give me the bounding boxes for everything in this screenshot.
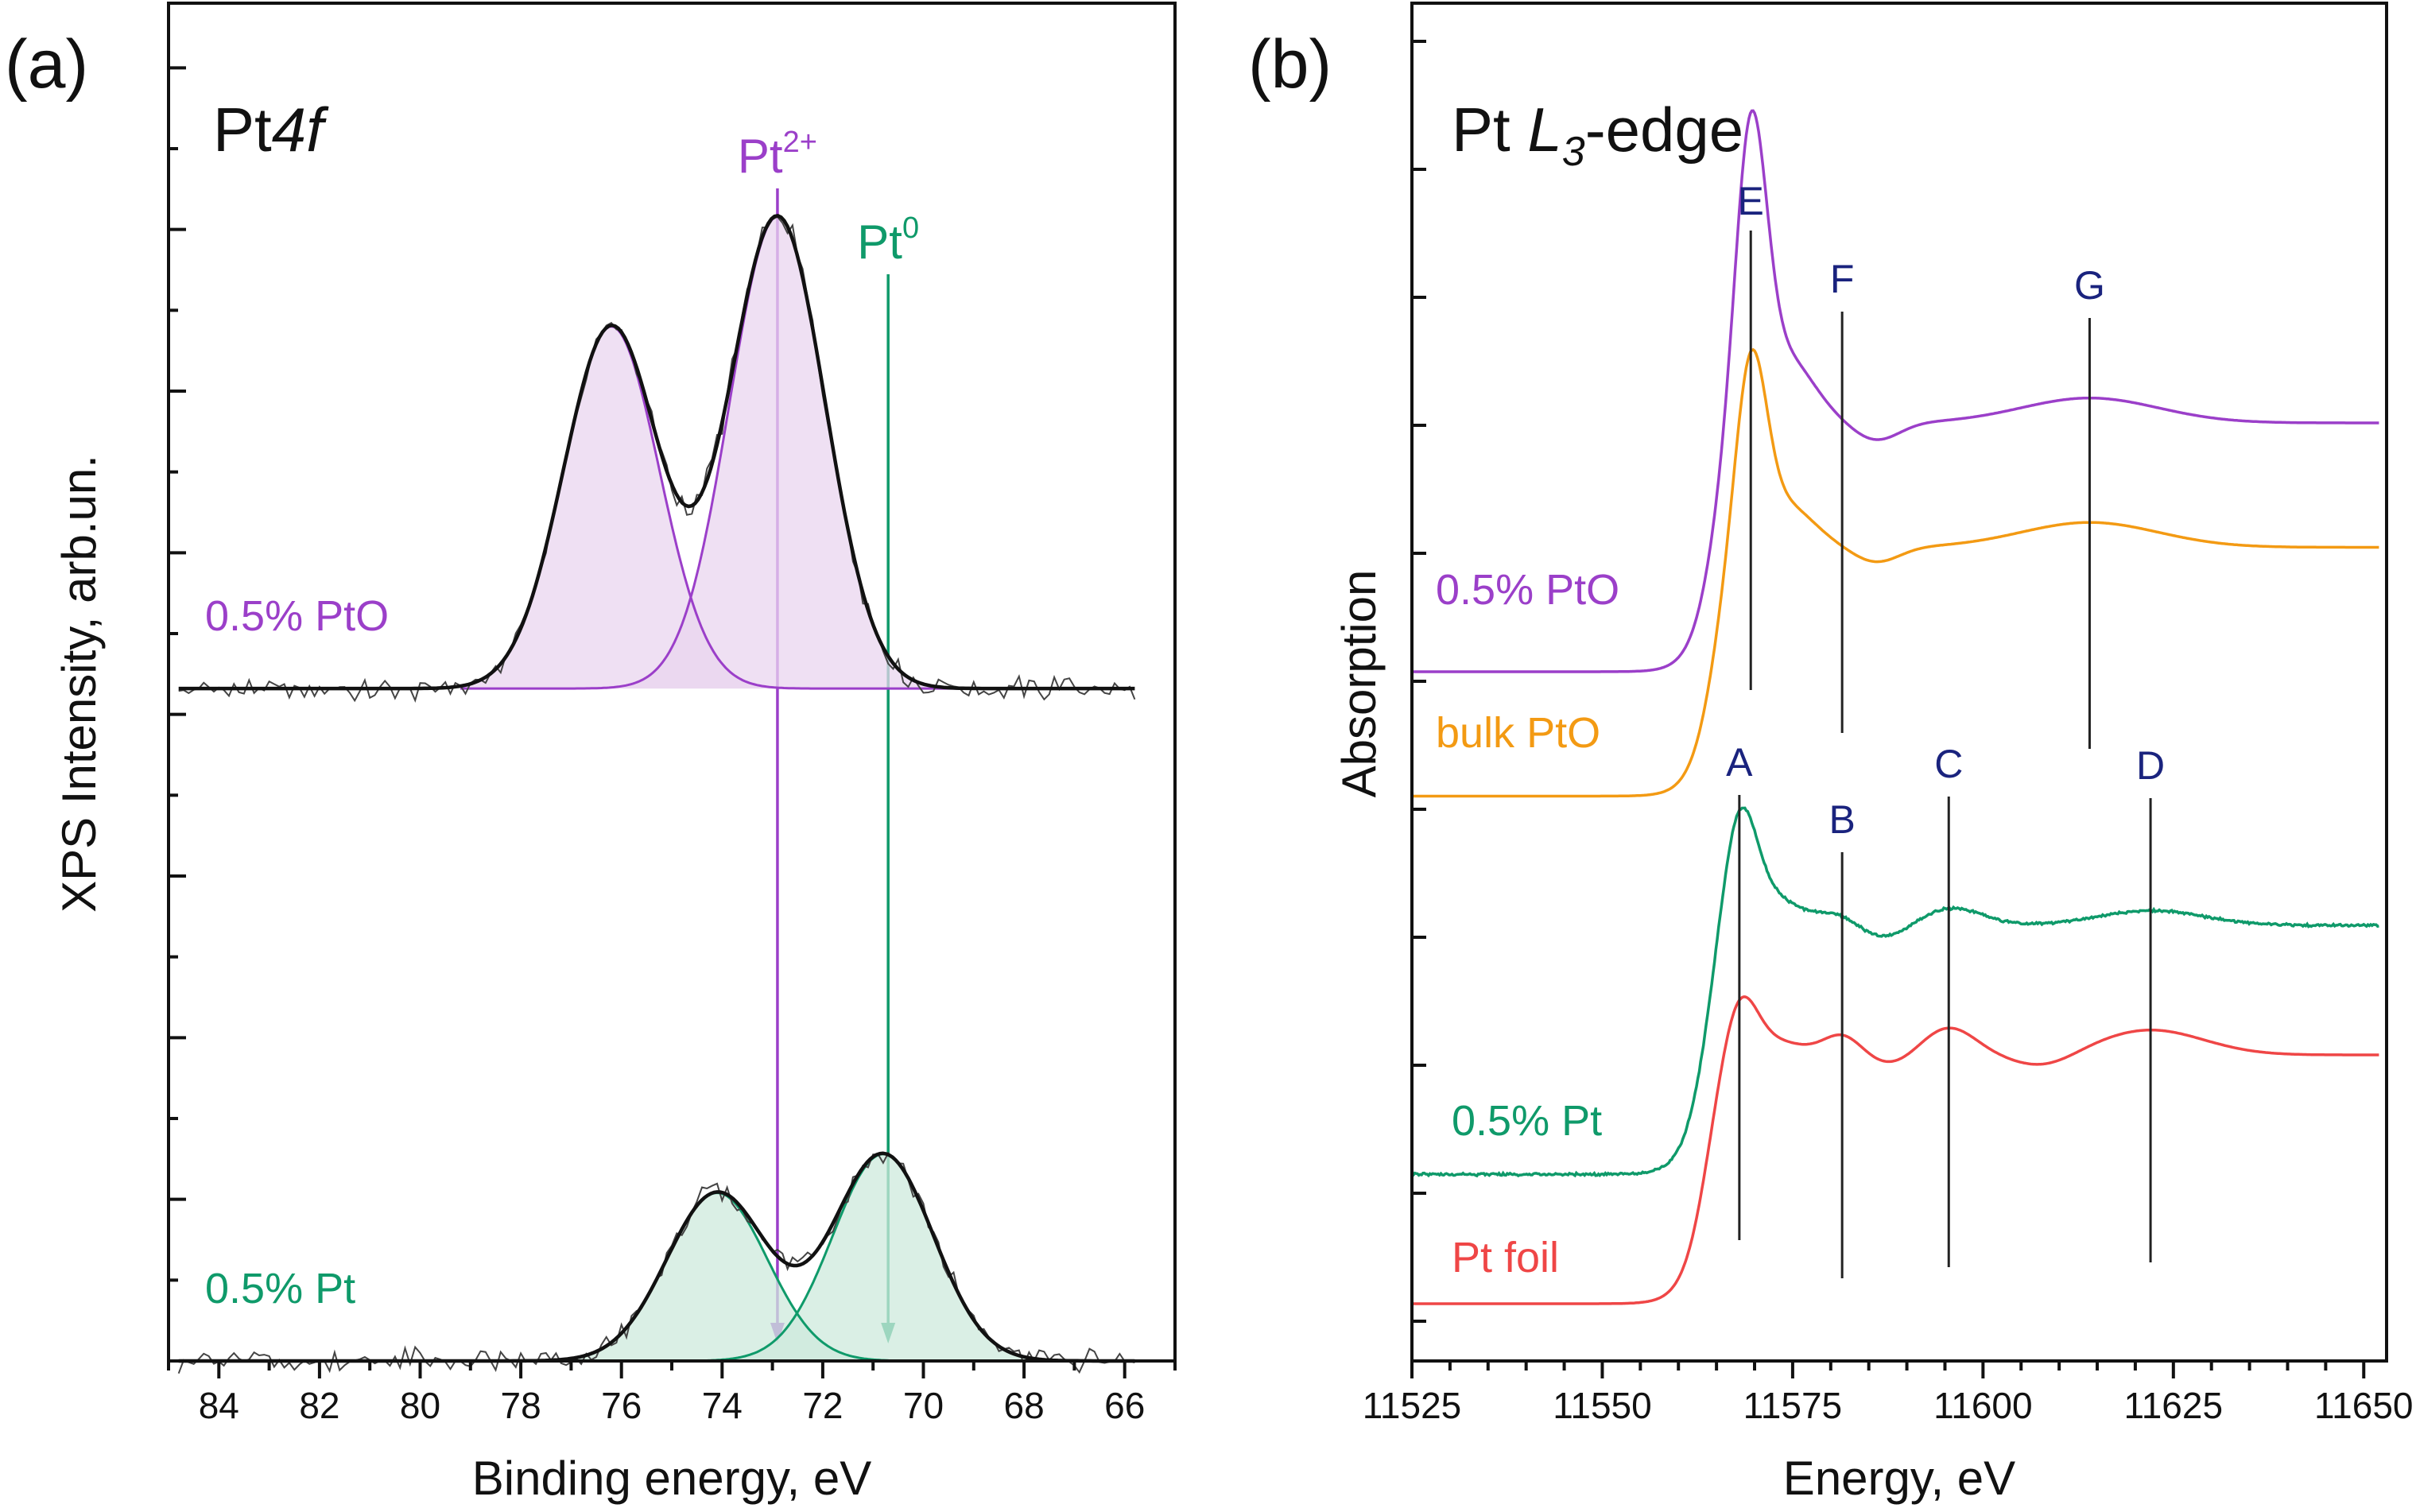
series-bulk-pto: bulk PtO — [1412, 347, 2379, 798]
x-tick-label: 11625 — [2124, 1385, 2224, 1426]
series-label-0-5-pt: 0.5% Pt — [1452, 1097, 1602, 1145]
series-0-5-pto: 0.5% PtO — [1412, 109, 2379, 673]
panel-b-xlabel: Energy, eV — [1783, 1452, 2015, 1505]
series-label-bulk-pto: bulk PtO — [1436, 709, 1600, 757]
x-tick-label: 11575 — [1743, 1385, 1843, 1426]
spectrum-line — [1412, 995, 2379, 1305]
peak-marker-c: C — [1934, 742, 1963, 1267]
x-tick-label: 70 — [903, 1385, 944, 1426]
x-tick-label: 72 — [802, 1385, 843, 1426]
panel-a-x-ticks: 84 82 80 78 76 74 72 70 68 66 — [167, 1361, 1177, 1426]
x-tick-label: 78 — [501, 1385, 541, 1426]
spectrum-line — [1412, 347, 2379, 798]
peak-marker-d: D — [2136, 743, 2165, 1262]
panel-a-ylabel: XPS Intensity, arb.un. — [52, 455, 106, 913]
x-tick-label: 82 — [299, 1385, 339, 1426]
x-tick-label: 66 — [1104, 1385, 1145, 1426]
peak-label: C — [1934, 742, 1963, 786]
reference-label: Pt2+ — [738, 126, 817, 183]
spectrum-line — [1412, 109, 2379, 673]
panel-b-series: 0.5% PtO bulk PtO 0.5% Pt Pt foil — [1411, 109, 2379, 1305]
series-0-5-pt: 0.5% Pt — [177, 1151, 1135, 1374]
peak-marker-b: B — [1828, 797, 1856, 1278]
panel-a-xlabel: Binding energy, eV — [472, 1452, 872, 1505]
panel-a-xps: (a) Pt4f Pt2+ Pt0 0.5% PtO 0.5% Pt 84 82 80 7… — [5, 2, 1177, 1505]
spectrum-line — [1411, 806, 2379, 1178]
component-fill-1 — [460, 326, 1045, 689]
component-fill-2 — [460, 1153, 1045, 1361]
reference-label: Pt0 — [857, 211, 919, 269]
x-tick-label: 84 — [199, 1385, 239, 1426]
panel-a-series: 0.5% PtO 0.5% Pt — [177, 213, 1136, 1374]
panel-b-y-ticks — [1412, 40, 1426, 1323]
series-label-0-5-pto: 0.5% PtO — [1436, 566, 1619, 614]
x-tick-label: 74 — [702, 1385, 743, 1426]
panel-b-xanes: (b) Pt L3-edge 0.5% PtO bulk PtO 0.5% Pt Pt… — [1248, 2, 2414, 1505]
panel-b-label: (b) — [1248, 26, 1332, 103]
series-label-pt-foil: Pt foil — [1452, 1234, 1559, 1281]
series-label-0-5-pt: 0.5% Pt — [205, 1265, 355, 1312]
component-fill-1 — [460, 1192, 1045, 1361]
series-0-5-pt: 0.5% Pt — [1411, 806, 2379, 1178]
panel-b-x-ticks: 11525 11550 11575 11600 11625 11650 — [1363, 1361, 2414, 1426]
series-0-5-pto: 0.5% PtO — [178, 213, 1136, 703]
peak-label: D — [2136, 743, 2165, 788]
peak-label: F — [1830, 257, 1855, 301]
panel-b-axes-frame — [1410, 2, 2388, 1363]
component-fill-2 — [460, 216, 1045, 689]
peak-label: E — [1738, 179, 1764, 223]
peak-marker-e: E — [1738, 179, 1764, 690]
peak-marker-f: F — [1830, 257, 1855, 733]
series-label-0-5-pto: 0.5% PtO — [205, 592, 389, 640]
x-tick-label: 11600 — [1933, 1385, 2033, 1426]
x-tick-label: 76 — [601, 1385, 642, 1426]
series-pt-foil: Pt foil — [1412, 995, 2379, 1305]
panel-a-y-ticks — [169, 66, 186, 1363]
panel-b-title: Pt L3-edge — [1452, 95, 1743, 175]
panel-a-title: Pt4f — [213, 95, 329, 165]
peak-marker-a: A — [1726, 740, 1753, 1240]
peak-label: G — [2074, 263, 2105, 308]
panel-b-ylabel: Absorption — [1332, 570, 1386, 798]
x-tick-label: 11550 — [1553, 1385, 1652, 1426]
peak-label: A — [1726, 740, 1753, 785]
x-tick-label: 11525 — [1363, 1385, 1462, 1426]
x-tick-label: 11650 — [2314, 1385, 2414, 1426]
panel-a-label: (a) — [5, 26, 88, 103]
panel-b-peak-markers: E F G A B C D — [1726, 179, 2165, 1278]
fit-envelope-line — [178, 213, 1135, 691]
peak-marker-g: G — [2074, 263, 2105, 749]
peak-label: B — [1828, 797, 1855, 842]
x-tick-label: 68 — [1004, 1385, 1045, 1426]
x-tick-label: 80 — [400, 1385, 440, 1426]
